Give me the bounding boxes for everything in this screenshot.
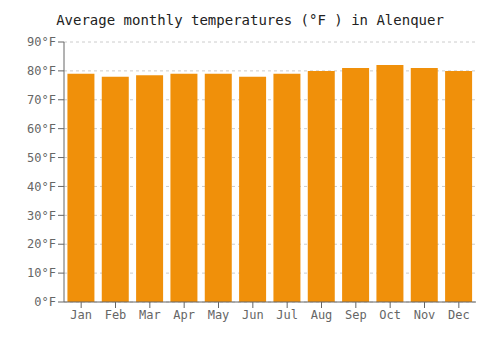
svg-text:80°F: 80°F	[27, 64, 56, 78]
svg-text:Feb: Feb	[105, 308, 127, 322]
svg-text:20°F: 20°F	[27, 237, 56, 251]
svg-text:Aug: Aug	[311, 308, 333, 322]
svg-text:30°F: 30°F	[27, 209, 56, 223]
html-text:Average monthly temperatures (: Average monthly temperatures (°F ) in Al…	[56, 12, 444, 28]
svg-text:Jul: Jul	[276, 308, 298, 322]
svg-text:0°F: 0°F	[34, 295, 56, 309]
svg-text:10°F: 10°F	[27, 266, 56, 280]
svg-text:60°F: 60°F	[27, 122, 56, 136]
svg-text:Jan: Jan	[70, 308, 92, 322]
svg-text:50°F: 50°F	[27, 151, 56, 165]
svg-text:90°F: 90°F	[27, 35, 56, 49]
svg-text:Mar: Mar	[139, 308, 161, 322]
svg-text:40°F: 40°F	[27, 180, 56, 194]
svg-text:Dec: Dec	[448, 308, 470, 322]
svg-text:70°F: 70°F	[27, 93, 56, 107]
svg-text:Apr: Apr	[173, 308, 195, 322]
svg-text:Nov: Nov	[414, 308, 436, 322]
svg-text:Sep: Sep	[345, 308, 367, 322]
svg-text:May: May	[208, 308, 230, 322]
svg-text:Jun: Jun	[242, 308, 264, 322]
svg-text:Oct: Oct	[379, 308, 401, 322]
